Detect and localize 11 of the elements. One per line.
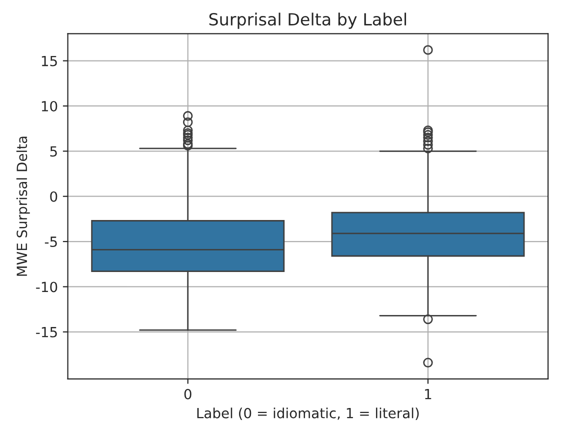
- y-axis-title: MWE Surprisal Delta: [16, 136, 30, 276]
- x-tick-label: 1: [425, 389, 432, 400]
- y-tick-label: 0: [50, 191, 58, 202]
- y-tick-label: -5: [44, 236, 57, 248]
- y-tick-label: 10: [42, 100, 58, 112]
- y-tick-label: 5: [50, 146, 57, 157]
- y-tick-label: -10: [36, 282, 58, 292]
- x-axis-title: Label (0 = idiomatic, 1 = literal): [197, 408, 419, 420]
- y-tick-label: -15: [36, 327, 57, 338]
- y-tick-label: 15: [42, 56, 57, 66]
- chart-title: Surprisal Delta by Label: [209, 12, 406, 29]
